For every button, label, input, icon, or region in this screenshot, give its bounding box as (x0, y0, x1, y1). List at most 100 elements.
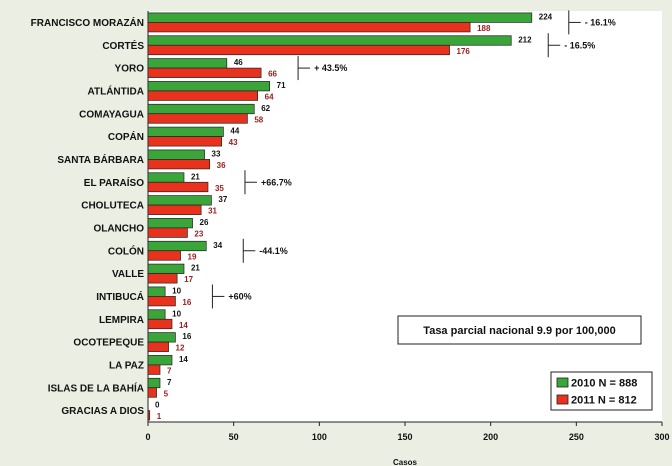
annotation-label: - 16.5% (564, 40, 595, 50)
data-label-2011: 14 (179, 321, 188, 330)
x-tick-label: 250 (569, 432, 584, 442)
category-label: COPÁN (108, 130, 144, 143)
bar-2011 (147, 341, 169, 352)
data-label-2010: 62 (261, 104, 270, 113)
category-label: GRACIAS A DIOS (61, 406, 144, 417)
category-label: OCOTEPEQUE (73, 338, 144, 349)
category-label: CORTÉS (102, 39, 144, 52)
bar-2011 (147, 90, 259, 101)
category-label: OLANCHO (93, 223, 144, 234)
x-tick-label: 200 (483, 432, 498, 442)
bar-2010 (147, 332, 176, 343)
annotation-label: -44.1% (259, 246, 288, 256)
data-label-2010: 10 (172, 309, 181, 318)
bar-2011 (147, 22, 471, 33)
category-label: EL PARAÍSO (84, 176, 144, 189)
bar-2010 (147, 81, 270, 92)
x-axis-title: Casos (393, 458, 418, 466)
data-label-2010: 37 (218, 195, 227, 204)
plot-area (147, 11, 662, 422)
annotation-label: +66.7% (261, 177, 292, 187)
data-label-2011: 36 (217, 161, 226, 170)
data-label-2010: 34 (213, 241, 222, 250)
category-label: YORO (115, 64, 145, 75)
category-label: ATLÁNTIDA (88, 84, 144, 97)
category-label: INTIBUCÁ (96, 290, 144, 303)
data-label-2011: 1 (157, 412, 162, 421)
data-label-2011: 16 (182, 298, 191, 307)
data-label-2011: 17 (184, 275, 193, 284)
bar-2010 (147, 12, 533, 23)
data-label-2010: 71 (277, 81, 286, 90)
category-labels: FRANCISCO MORAZÁN CORTÉS YORO ATLÁNTIDA COMA… (31, 16, 145, 417)
legend-swatch-2011 (556, 394, 569, 405)
info-box: Tasa parcial nacional 9.9 por 100,000 (397, 315, 642, 345)
bar-2011 (147, 44, 450, 56)
data-label-2010: 21 (191, 172, 200, 181)
category-label: ISLAS DE LA BAHÍA (48, 381, 144, 394)
legend-swatch-2010 (556, 377, 569, 388)
bar-2010 (147, 355, 173, 366)
bar-2011 (147, 364, 161, 375)
bar-2010 (147, 377, 161, 389)
bar-2011 (147, 113, 248, 124)
bar-2010 (147, 286, 166, 297)
data-label-2011: 66 (268, 70, 277, 79)
bar-2011 (147, 318, 173, 330)
category-label: COLÓN (108, 244, 144, 257)
bar-2011 (147, 181, 209, 193)
data-label-2010: 46 (234, 58, 243, 67)
bar-2011 (147, 159, 211, 170)
annotation-label: +60% (228, 291, 251, 301)
bar-2010 (147, 149, 205, 160)
category-label: VALLE (112, 269, 144, 280)
bar-2010 (147, 35, 512, 46)
legend: 2010 N = 888 2011 N = 812 (550, 371, 653, 411)
bar-2011 (147, 204, 202, 215)
bar-2010 (147, 240, 207, 252)
bar-2010 (147, 103, 255, 115)
bar-2011 (147, 136, 223, 147)
category-label: COMAYAGUA (79, 109, 144, 120)
plot-background (148, 11, 662, 422)
bar-2011 (147, 273, 178, 284)
data-label-2010: 10 (172, 286, 181, 295)
info-box-frame (397, 315, 642, 345)
data-label-2011: 23 (194, 229, 203, 238)
bar-2011 (147, 296, 176, 307)
data-label-2011: 176 (457, 47, 471, 56)
info-box-text: Tasa parcial nacional 9.9 por 100,000 (423, 325, 615, 337)
category-label: SANTA BÁRBARA (57, 153, 144, 166)
data-label-2011: 58 (254, 115, 263, 124)
data-label-2010: 212 (518, 35, 532, 44)
x-tick-label: 0 (145, 432, 150, 442)
bar-2010 (147, 218, 193, 229)
data-label-2011: 64 (265, 92, 274, 101)
x-tick-label: 100 (312, 432, 327, 442)
data-label-2011: 5 (164, 389, 169, 398)
bar-2010 (147, 263, 185, 274)
data-label-2010: 21 (191, 264, 200, 273)
bar-2011 (147, 410, 151, 421)
bar-2010 (147, 172, 185, 183)
x-tick-label: 50 (229, 432, 239, 442)
category-label: FRANCISCO MORAZÁN (31, 16, 144, 29)
x-tick-label: 150 (397, 432, 412, 442)
data-label-2011: 7 (167, 366, 172, 375)
data-label-2010: 224 (539, 12, 553, 21)
bar-2010 (147, 309, 166, 320)
data-label-2010: 0 (155, 401, 160, 410)
legend-label-2010: 2010 N = 888 (571, 378, 637, 390)
data-label-2010: 14 (179, 355, 188, 364)
bar-2011 (147, 250, 181, 261)
data-label-2011: 188 (477, 24, 491, 33)
data-label-2010: 7 (167, 378, 172, 387)
bar-2011 (147, 387, 157, 398)
data-label-2011: 19 (188, 252, 197, 261)
bars: 2241882121764666716462584443333621353731… (147, 12, 553, 421)
annotations: - 16.1% - 16.5% + 43.5% +66.7% -44.1% +60% (211, 10, 616, 309)
bar-2011 (147, 67, 262, 78)
category-label: LA PAZ (109, 360, 144, 371)
data-label-2010: 33 (212, 149, 221, 158)
